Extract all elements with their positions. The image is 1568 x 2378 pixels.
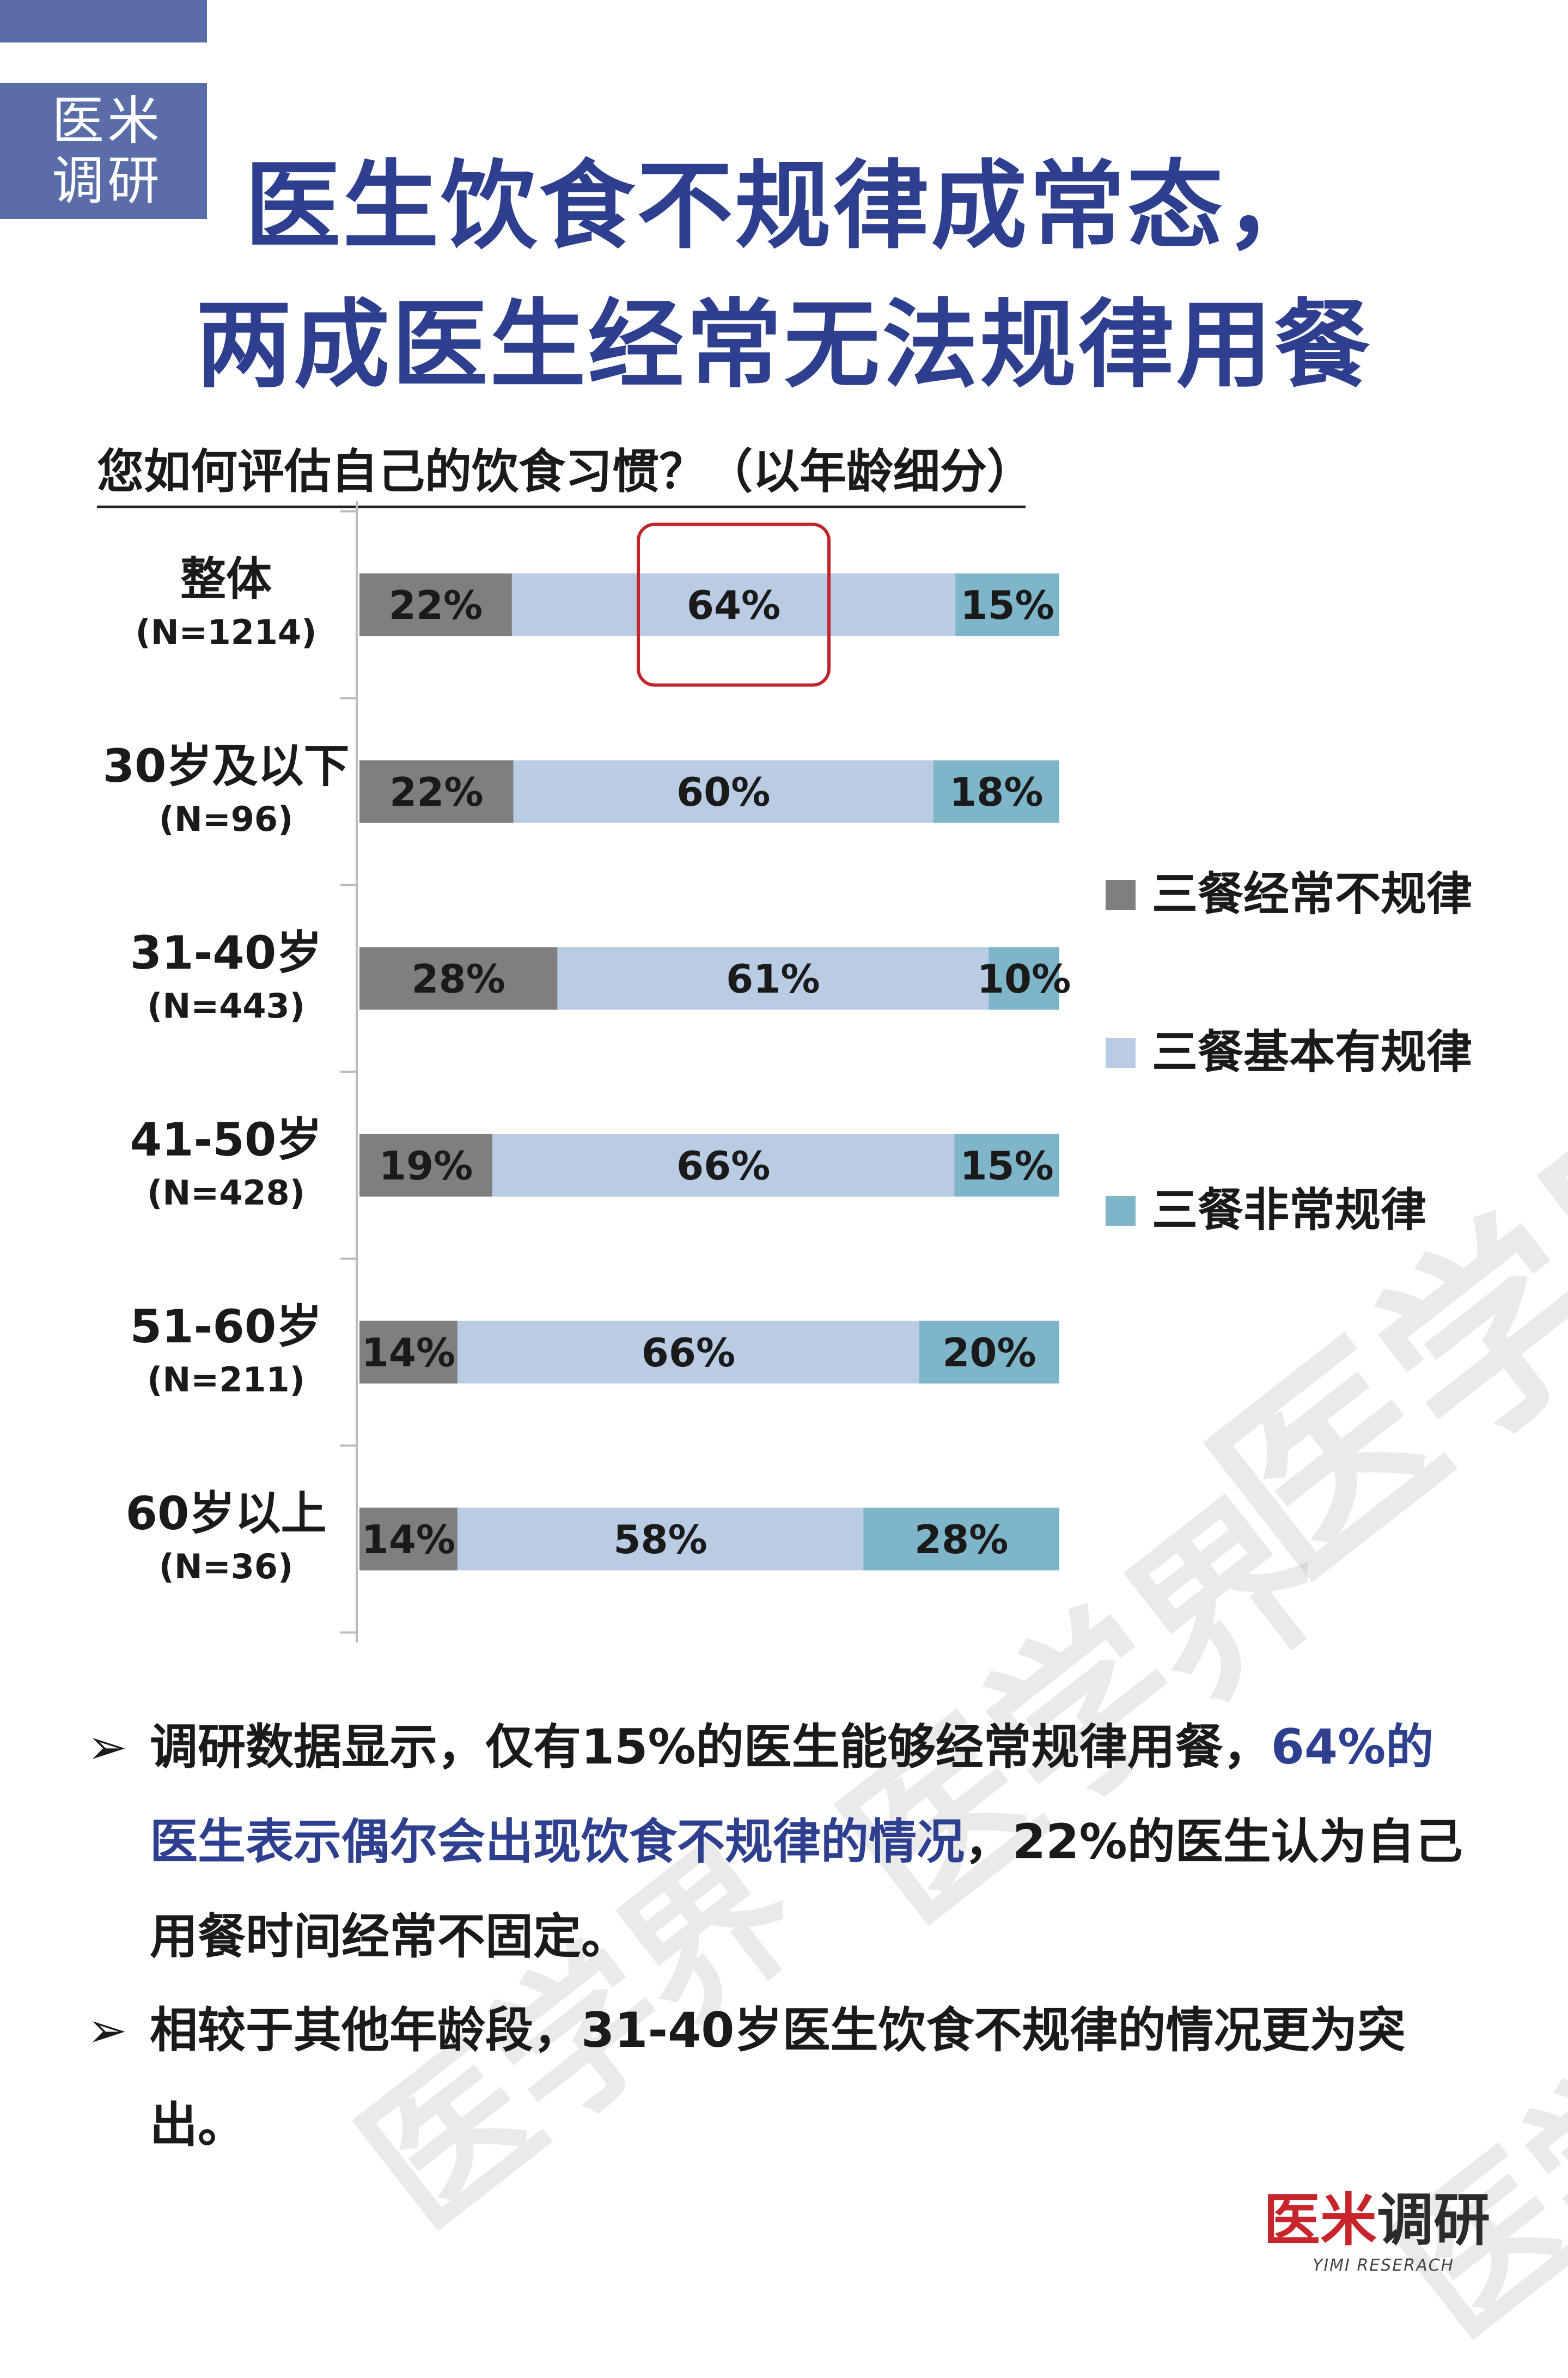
brand-line-1: 医米 <box>52 90 163 151</box>
bar-value-label: 14% <box>362 1517 455 1562</box>
bullet-1-text-b: ，22%的医生认为自己用餐时间经常不固定。 <box>150 1814 1463 1965</box>
bullet-1-text-a: 调研数据显示，仅有15%的医生能够经常规律用餐， <box>150 1719 1271 1775</box>
bar-value-label: 61% <box>726 956 820 1002</box>
bar-value-label: 22% <box>389 769 483 815</box>
category-sample-size: (N=1214) <box>135 612 316 652</box>
bar-value-label: 18% <box>949 769 1043 815</box>
bullet-2-text: 相较于其他年龄段，31-40岁医生饮食不规律的情况更为突出。 <box>150 2002 1406 2153</box>
brand-badge: 医米 调研 <box>0 83 207 219</box>
stacked-bar-chart: 整体 (N=1214) 22% 64% 15% 30岁及以下 (N=96) 22% 60% 18%… <box>103 501 1472 1643</box>
legend-label: 三餐经常不规律 <box>1152 867 1472 921</box>
bar-segment <box>359 573 512 636</box>
category-sample-size: (N=211) <box>147 1360 305 1400</box>
bar-value-label: 58% <box>613 1517 707 1562</box>
bar-segment <box>955 573 1059 636</box>
bar-segment <box>989 947 1059 1010</box>
brand-line-2: 调研 <box>52 150 163 211</box>
category-label: 41-50岁 <box>130 1113 322 1166</box>
page-title-line-1: 医生饮食不规律成常态， <box>245 150 1323 262</box>
bullet-1: ➢ 调研数据显示，仅有15%的医生能够经常规律用餐，64%的医生表示偶尔会出现饮… <box>87 1700 1481 1984</box>
legend-swatch <box>1106 880 1136 910</box>
bar-value-label: 22% <box>389 582 483 628</box>
bar-value-label: 19% <box>379 1143 473 1189</box>
bar-value-label: 66% <box>676 1143 770 1189</box>
category-label: 31-40岁 <box>130 926 322 980</box>
bar-segment <box>359 1321 457 1384</box>
legend-label: 三餐非常规律 <box>1152 1183 1426 1237</box>
category-label: 60岁以上 <box>126 1487 327 1540</box>
bar-segment <box>513 760 934 823</box>
page-title-line-2: 两成医生经常无法规律用餐 <box>196 289 1372 401</box>
bar-value-label: 28% <box>914 1517 1008 1562</box>
bar-segment <box>954 1134 1059 1197</box>
bullet-arrow-icon: ➢ <box>87 2002 127 2058</box>
bar-segment <box>457 1507 864 1571</box>
category-sample-size: (N=443) <box>147 986 305 1026</box>
bar-segment <box>919 1321 1059 1384</box>
bar-value-label: 15% <box>960 582 1054 628</box>
bar-value-label: 20% <box>942 1330 1036 1376</box>
bar-value-label: 15% <box>960 1143 1053 1189</box>
legend-swatch <box>1106 1196 1136 1226</box>
bar-value-label: 66% <box>642 1330 735 1376</box>
bar-value-label: 64% <box>687 582 780 628</box>
bar-value-label: 28% <box>412 956 505 1002</box>
bar-segment <box>557 947 989 1010</box>
bullet-1-highlight: 64%的医生表示偶尔会出现饮食不规律的情况 <box>150 1719 1434 1870</box>
top-accent-strip <box>0 0 207 42</box>
bar-value-label: 14% <box>362 1330 455 1376</box>
footer-logo-dark: 调研 <box>1377 2186 1491 2253</box>
bar-segment <box>359 947 558 1010</box>
category-label: 整体 <box>180 552 272 606</box>
footer-logo-en: YIMI RESERACH <box>1313 2256 1455 2275</box>
bar-value-label: 60% <box>676 769 770 815</box>
bullet-2: ➢ 相较于其他年龄段，31-40岁医生饮食不规律的情况更为突出。 <box>87 1983 1481 2173</box>
bullet-arrow-icon: ➢ <box>87 1719 127 1775</box>
category-label: 51-60岁 <box>130 1300 322 1353</box>
category-sample-size: (N=96) <box>159 799 294 839</box>
bar-segment <box>511 573 956 636</box>
bar-segment <box>359 1507 457 1571</box>
bar-segment <box>457 1321 919 1384</box>
category-sample-size: (N=428) <box>147 1173 305 1213</box>
footer-logo: 医米调研 YIMI RESERACH <box>1264 2174 1490 2275</box>
legend-label: 三餐基本有规律 <box>1152 1025 1472 1079</box>
category-label: 30岁及以下 <box>103 739 350 793</box>
bar-segment <box>359 760 514 823</box>
bar-segment <box>492 1134 955 1197</box>
category-sample-size: (N=36) <box>159 1547 294 1586</box>
bar-segment <box>359 1134 493 1197</box>
chart-title: 您如何评估自己的饮食习惯？（以年龄细分） <box>97 433 1034 508</box>
bar-segment <box>863 1507 1059 1571</box>
bar-segment <box>933 760 1059 823</box>
highlight-box <box>637 522 831 687</box>
footer-logo-red: 医米 <box>1264 2186 1377 2253</box>
legend-swatch <box>1106 1038 1136 1068</box>
bar-value-label: 10% <box>977 956 1071 1002</box>
